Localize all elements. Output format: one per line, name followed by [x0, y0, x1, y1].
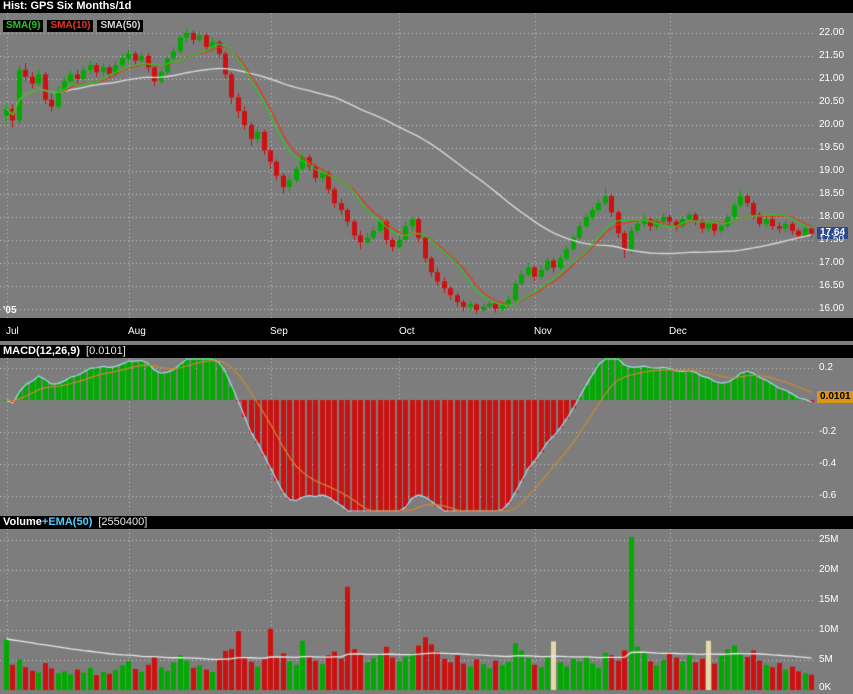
- legend-sma10-label[interactable]: SMA(10): [47, 20, 94, 32]
- volume-title-bar[interactable]: Volume+EMA(50) [2550400]: [0, 516, 853, 529]
- price-axis-tick: 17.50: [819, 234, 845, 245]
- price-axis-tick: 16.00: [819, 303, 845, 314]
- volume-axis-tick: 15M: [819, 594, 839, 605]
- price-axis-tick: 16.50: [819, 280, 845, 291]
- month-label-jul: Jul: [6, 326, 19, 337]
- volume-axis-tick: 20M: [819, 564, 839, 575]
- legend-sma9-label[interactable]: SMA(9): [3, 20, 44, 32]
- last-price-tag: 17.64: [817, 227, 849, 239]
- x-axis-month-bar: Jul Aug Sep Oct Nov Dec: [0, 318, 853, 341]
- macd-axis-tick: -0.4: [819, 458, 837, 469]
- macd-title: MACD(12,26,9): [3, 345, 81, 357]
- price-axis-tick: 20.00: [819, 119, 845, 130]
- month-label-sep: Sep: [270, 326, 288, 337]
- price-legend: SMA(9) SMA(10) SMA(50): [3, 20, 144, 32]
- volume-title: Volume: [3, 516, 42, 528]
- volume-ema-label: +EMA(50): [41, 516, 93, 528]
- price-chart-canvas[interactable]: [0, 13, 853, 318]
- price-axis-tick: 18.00: [819, 211, 845, 222]
- volume-axis-tick: 25M: [819, 534, 839, 545]
- volume-axis-tick: 5M: [819, 654, 833, 665]
- macd-bracket-value: [0.0101]: [86, 345, 126, 357]
- price-axis-tick: 21.50: [819, 50, 845, 61]
- legend-sma50-label[interactable]: SMA(50): [97, 20, 144, 32]
- year-label: '05: [3, 305, 17, 316]
- macd-axis-tick: 0.2: [819, 362, 833, 373]
- volume-axis-tick: 0K: [819, 682, 832, 693]
- price-axis-tick: 22.00: [819, 27, 845, 38]
- month-label-aug: Aug: [128, 326, 146, 337]
- price-axis-tick: 17.00: [819, 257, 845, 268]
- macd-chart-canvas[interactable]: [0, 358, 853, 512]
- volume-bracket-value: [2550400]: [98, 516, 148, 528]
- window-title: Hist: GPS Six Months/1d: [3, 0, 132, 12]
- volume-chart-canvas[interactable]: [0, 529, 853, 691]
- macd-title-bar[interactable]: MACD(12,26,9) [0.0101]: [0, 345, 853, 358]
- month-label-nov: Nov: [534, 326, 552, 337]
- macd-axis-tick: -0.6: [819, 490, 837, 501]
- month-label-dec: Dec: [669, 326, 687, 337]
- window-title-bar[interactable]: Hist: GPS Six Months/1d: [0, 0, 853, 13]
- price-axis-tick: 21.00: [819, 73, 845, 84]
- macd-axis-tick: -0.2: [819, 426, 837, 437]
- price-axis-tick: 19.50: [819, 142, 845, 153]
- price-axis-tick: 20.50: [819, 96, 845, 107]
- price-axis-tick: 18.50: [819, 188, 845, 199]
- macd-value-tag: 0.0101: [817, 391, 853, 403]
- month-label-oct: Oct: [399, 326, 415, 337]
- price-axis-tick: 19.00: [819, 165, 845, 176]
- volume-axis-tick: 10M: [819, 624, 839, 635]
